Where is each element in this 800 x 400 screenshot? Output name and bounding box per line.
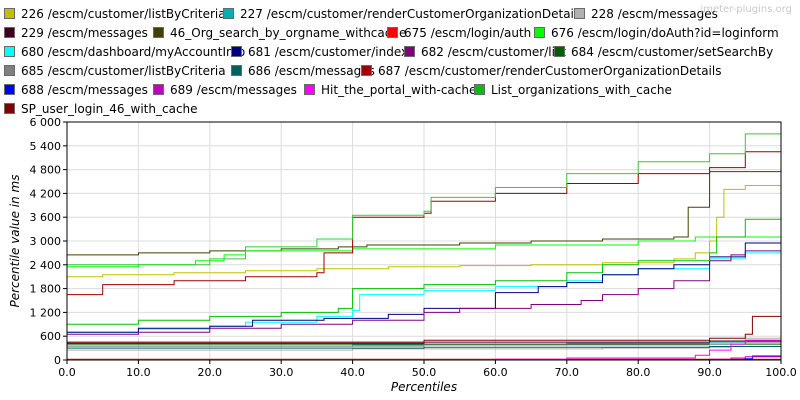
legend-swatch — [231, 46, 242, 57]
x-axis-label: Percentiles — [391, 380, 457, 394]
legend-label: 675 /escm/login/auth — [404, 25, 532, 40]
legend-swatch — [554, 46, 565, 57]
legend-swatch — [534, 27, 545, 38]
series-line-685-escm-customer-listbycriteria — [67, 341, 782, 347]
legend-swatch — [4, 103, 15, 114]
legend-swatch — [574, 8, 585, 19]
y-tick-label: 5 400 — [30, 140, 62, 153]
legend-item: 675 /escm/login/auth — [387, 23, 531, 42]
legend-item: 688 /escm/messages — [4, 80, 148, 99]
legend-label: 685 /escm/customer/listByCriteria — [21, 63, 226, 78]
legend-label: SP_user_login_46_with_cache — [21, 101, 198, 116]
legend-item: List_organizations_with_cache — [474, 80, 672, 99]
legend-item: 686 /escm/messages — [231, 61, 375, 80]
x-tick-label: 10.0 — [126, 366, 151, 379]
legend-swatch — [223, 8, 234, 19]
legend-item: SP_user_login_46_with_cache — [4, 99, 198, 118]
legend-label: 687 /escm/customer/renderCustomerOrganiz… — [378, 63, 722, 78]
legend-swatch — [304, 84, 315, 95]
x-tick-label: 60.0 — [483, 366, 508, 379]
legend-item: 682 /escm/customer/list — [404, 42, 566, 61]
legend-label: 684 /escm/customer/setSearchBy — [571, 44, 774, 59]
x-tick-label: 80.0 — [626, 366, 651, 379]
legend-label: Hit_the_portal_with-cache — [321, 82, 477, 97]
legend-label: 227 /escm/customer/renderCustomerOrganiz… — [240, 6, 584, 21]
legend-label: 682 /escm/customer/list — [421, 44, 566, 59]
legend-label: List_organizations_with_cache — [491, 82, 672, 97]
legend-item: 227 /escm/customer/renderCustomerOrganiz… — [223, 4, 583, 23]
series-line-sp-user-login-46-with-cache — [67, 315, 781, 343]
series-line-226-escm-customer-listbycriteria — [67, 185, 781, 278]
legend-item: Hit_the_portal_with-cache — [304, 80, 476, 99]
y-tick-label: 3 600 — [30, 211, 62, 224]
legend-item: 228 /escm/messages — [574, 4, 718, 23]
x-tick-label: 40.0 — [340, 366, 365, 379]
legend-label: 688 /escm/messages — [21, 82, 148, 97]
x-tick-label: 70.0 — [555, 366, 580, 379]
y-tick-label: 1 800 — [30, 283, 62, 296]
x-tick-label: 90.0 — [697, 366, 722, 379]
x-tick-label: 50.0 — [412, 366, 437, 379]
legend-swatch — [361, 65, 372, 76]
legend-swatch — [231, 65, 242, 76]
legend-swatch — [4, 27, 15, 38]
series-line-46-org-search-by-orgname-withcache — [67, 171, 781, 256]
y-tick-label: 4 200 — [30, 187, 62, 200]
legend-label: 686 /escm/messages — [248, 63, 375, 78]
legend-label: 229 /escm/messages — [21, 25, 148, 40]
legend-label: 228 /escm/messages — [591, 6, 718, 21]
legend-swatch — [153, 27, 164, 38]
series-line-unnamed — [67, 133, 781, 266]
series-line-list-organizations-with-cache — [67, 218, 781, 325]
legend-swatch — [153, 84, 164, 95]
x-tick-label: 30.0 — [269, 366, 294, 379]
legend-item: 684 /escm/customer/setSearchBy — [554, 42, 773, 61]
x-axis-ticks: 0.0 10.0 20.0 30.0 40.0 50.0 60.0 70.0 80.0 90.0 1… — [58, 360, 797, 379]
series-line-682-escm-customer-list — [67, 250, 781, 335]
legend-item: 689 /escm/messages — [153, 80, 297, 99]
legend-swatch — [4, 8, 15, 19]
x-tick-label: 100.0 — [765, 366, 797, 379]
legend-item: 46_Org_search_by_orgname_withcache — [153, 23, 406, 42]
y-tick-label: 1 200 — [30, 306, 62, 319]
legend-swatch — [4, 84, 15, 95]
y-tick-label: 600 — [40, 330, 61, 343]
legend-item: 680 /escm/dashboard/myAccountInfo — [4, 42, 245, 61]
legend-item: 685 /escm/customer/listByCriteria — [4, 61, 226, 80]
y-tick-label: 0 — [54, 354, 61, 367]
legend-swatch — [387, 27, 398, 38]
legend-item: 229 /escm/messages — [4, 23, 148, 42]
y-tick-label: 4 800 — [30, 164, 62, 177]
y-tick-label: 3 000 — [30, 235, 62, 248]
legend-item: 226 /escm/customer/listByCriteria — [4, 4, 226, 23]
watermark: jmeter-plugins.org — [700, 4, 792, 15]
x-tick-label: 0.0 — [58, 366, 76, 379]
legend-label: 676 /escm/login/doAuth?id=loginform — [551, 25, 779, 40]
legend-label: 689 /escm/messages — [170, 82, 297, 97]
legend-item: 676 /escm/login/doAuth?id=loginform — [534, 23, 779, 42]
legend-label: 681 /escm/customer/index — [248, 44, 409, 59]
y-tick-label: 2 400 — [30, 259, 62, 272]
series-line-681-escm-customer-index — [67, 242, 781, 333]
legend-swatch — [4, 65, 15, 76]
y-axis-ticks: 0 600 1 200 1 800 2 400 3 000 3 600 4 200 4 800 5… — [30, 116, 67, 367]
y-tick-label: 6 000 — [30, 116, 62, 129]
y-axis-label: Percentile value in ms — [8, 175, 22, 308]
legend-item: 681 /escm/customer/index — [231, 42, 408, 61]
legend-swatch — [4, 46, 15, 57]
series-line-hit-the-portal-with-cache — [67, 339, 782, 361]
legend-label: 680 /escm/dashboard/myAccountInfo — [21, 44, 246, 59]
x-tick-label: 20.0 — [198, 366, 223, 379]
legend-label: 46_Org_search_by_orgname_withcache — [170, 25, 407, 40]
legend-item: 687 /escm/customer/renderCustomerOrganiz… — [361, 61, 721, 80]
legend-swatch — [404, 46, 415, 57]
legend-label: 226 /escm/customer/listByCriteria — [21, 6, 226, 21]
legend-swatch — [474, 84, 485, 95]
